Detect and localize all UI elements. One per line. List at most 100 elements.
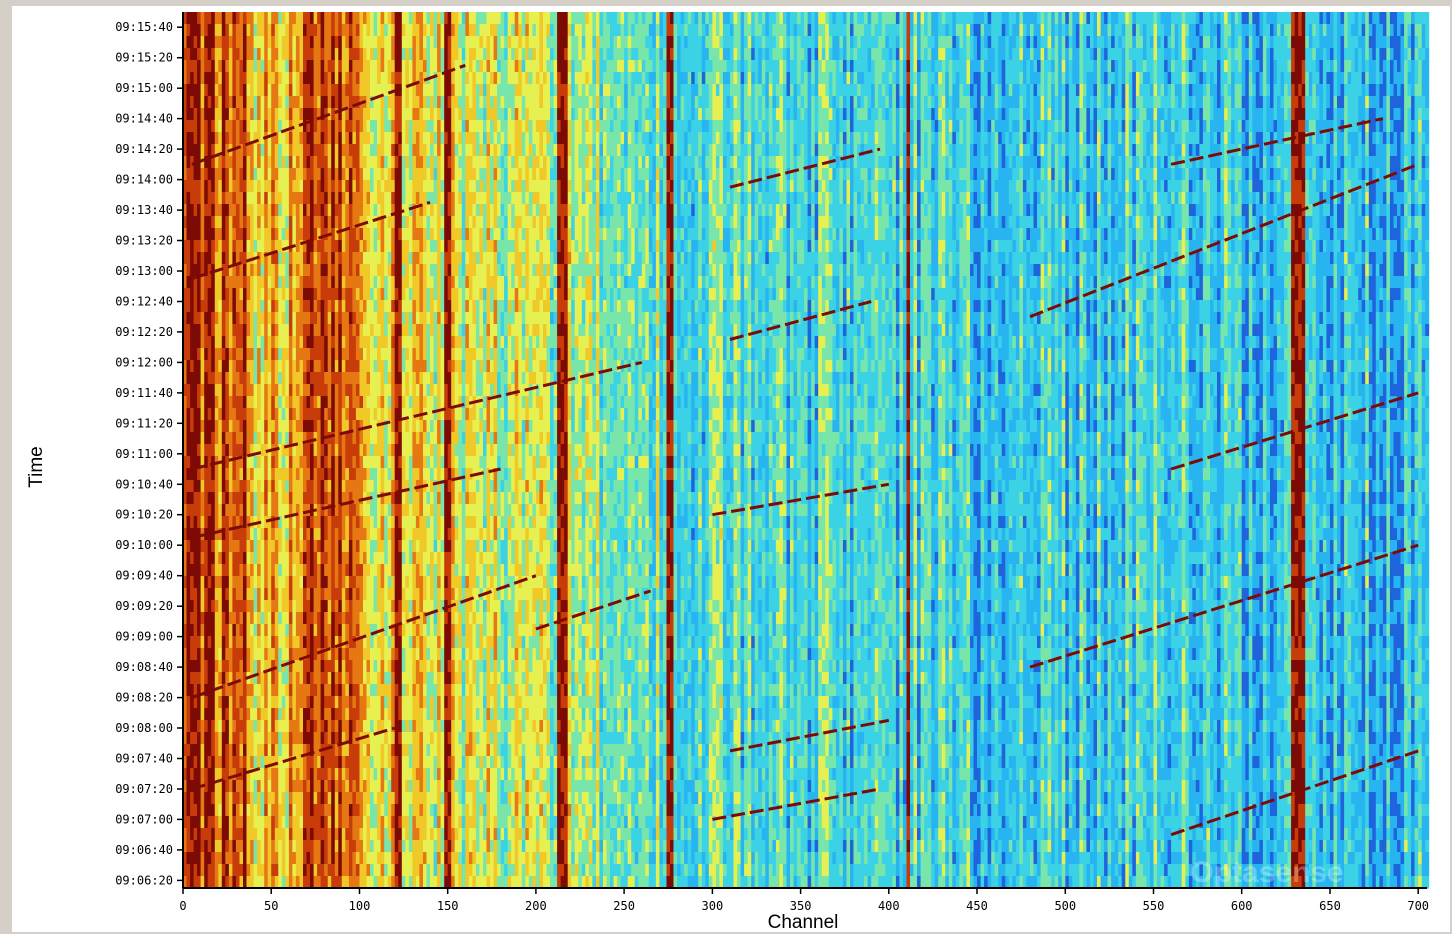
heatmap-cell [310, 12, 314, 25]
heatmap-cell [257, 624, 262, 637]
heatmap-cell [288, 180, 293, 193]
heatmap-cell [331, 120, 336, 133]
heatmap-cell [334, 816, 339, 829]
heatmap-cell [218, 624, 223, 637]
heatmap-cell [355, 672, 360, 685]
heatmap-cell [331, 660, 336, 673]
heatmap-cell [359, 588, 364, 601]
heatmap-cell [334, 408, 339, 421]
heatmap-cell [239, 864, 244, 877]
heatmap-cell [183, 24, 187, 37]
heatmap-cell [193, 492, 198, 505]
heatmap-cell [303, 240, 307, 253]
heatmap-cell [200, 756, 205, 769]
heatmap-cell [363, 828, 367, 841]
heatmap-cell [391, 504, 396, 517]
heatmap-cell [235, 528, 240, 541]
heatmap-cell [186, 528, 191, 541]
heatmap-cell [331, 756, 336, 769]
heatmap-cell [183, 600, 187, 613]
heatmap-cell [345, 648, 350, 661]
heatmap-cell [387, 768, 392, 781]
heatmap-cell [380, 456, 385, 469]
heatmap-cell [334, 492, 339, 505]
heatmap-cell [348, 768, 353, 781]
heatmap-cell [243, 84, 247, 97]
heatmap-cell [303, 396, 307, 409]
heatmap-cell [253, 180, 258, 193]
heatmap-cell [408, 360, 413, 373]
heatmap-cell [310, 864, 314, 877]
heatmap-cell [423, 144, 427, 157]
heatmap-cell [190, 624, 195, 637]
heatmap-cell [204, 840, 209, 853]
heatmap-cell [228, 276, 233, 289]
heatmap-cell [243, 864, 247, 877]
heatmap-cell [317, 204, 322, 217]
heatmap-cell [232, 192, 237, 205]
heatmap-cell [398, 312, 403, 325]
heatmap-cell [419, 504, 424, 517]
heatmap-cell [327, 660, 332, 673]
heatmap-cell [214, 660, 219, 673]
heatmap-cell [377, 660, 382, 673]
heatmap-cell [423, 84, 427, 97]
heatmap-cell [246, 696, 251, 709]
heatmap-cell [320, 372, 325, 385]
heatmap-cell [278, 876, 283, 889]
heatmap-cell [355, 252, 360, 265]
heatmap-cell [331, 624, 336, 637]
heatmap-cell [408, 228, 413, 241]
heatmap-cell [380, 816, 385, 829]
heatmap-cell [250, 288, 255, 301]
heatmap-cell [225, 492, 230, 505]
heatmap-cell [341, 192, 346, 205]
heatmap-cell [324, 528, 329, 541]
heatmap-cell [331, 360, 336, 373]
heatmap-cell [303, 456, 307, 469]
heatmap-cell [211, 288, 216, 301]
heatmap-cell [285, 84, 290, 97]
heatmap-cell [197, 864, 202, 877]
heatmap-cell [412, 216, 417, 229]
heatmap-cell [412, 252, 417, 265]
heatmap-cell [218, 204, 223, 217]
heatmap-cell [285, 828, 290, 841]
heatmap-cell [303, 36, 307, 49]
heatmap-cell [419, 528, 424, 541]
heatmap-cell [204, 492, 209, 505]
heatmap-cell [331, 816, 336, 829]
heatmap-cell [299, 396, 304, 409]
heatmap-cell [204, 768, 209, 781]
heatmap-cell [214, 336, 219, 349]
heatmap-cell [380, 372, 385, 385]
heatmap-cell [288, 12, 293, 25]
heatmap-cell [228, 156, 233, 169]
heatmap-cell [235, 480, 240, 493]
heatmap-cell [415, 492, 420, 505]
heatmap-cell [352, 384, 357, 397]
heatmap-cell [239, 684, 244, 697]
heatmap-cell [204, 108, 209, 121]
heatmap-cell [317, 852, 322, 865]
heatmap-cell [310, 372, 314, 385]
heatmap-cell [412, 456, 417, 469]
heatmap-cell [373, 360, 378, 373]
heatmap-cell [355, 756, 360, 769]
heatmap-cell [324, 648, 329, 661]
heatmap-cell [235, 804, 240, 817]
heatmap-cell [310, 216, 314, 229]
heatmap-cell [398, 852, 403, 865]
heatmap-cell [394, 552, 399, 565]
heatmap-cell [292, 384, 297, 397]
heatmap-cell [355, 36, 360, 49]
heatmap-cell [338, 156, 343, 169]
heatmap-cell [183, 612, 187, 625]
heatmap-cell [405, 192, 410, 205]
heatmap-cell [338, 636, 343, 649]
heatmap-cell [292, 708, 297, 721]
heatmap-cell [253, 540, 258, 553]
heatmap-cell [405, 684, 410, 697]
heatmap-cell [405, 756, 410, 769]
heatmap-cell [225, 468, 230, 481]
